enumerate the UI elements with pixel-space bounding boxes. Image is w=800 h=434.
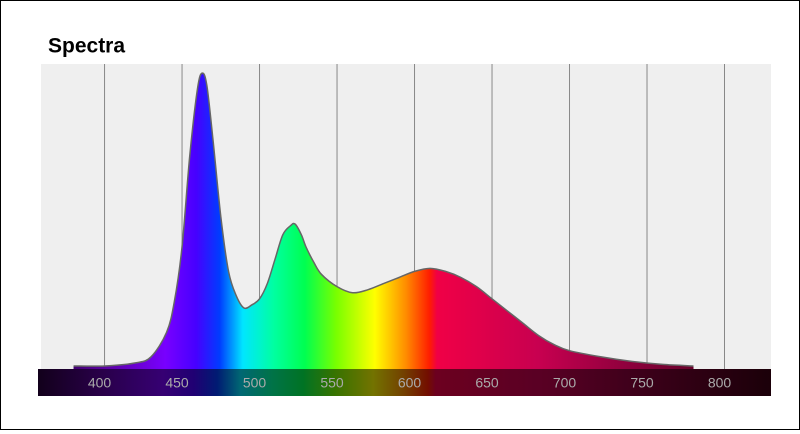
chart-title: Spectra xyxy=(48,35,125,58)
spectrum-line xyxy=(73,72,694,367)
x-axis-strip xyxy=(38,369,771,396)
x-tick-label: 700 xyxy=(553,375,577,391)
x-tick-label: 600 xyxy=(398,375,422,391)
x-tick-label: 400 xyxy=(88,375,112,391)
x-tick-label: 750 xyxy=(630,375,654,391)
x-tick-label: 800 xyxy=(708,375,732,391)
x-tick-label: 450 xyxy=(165,375,189,391)
x-tick-label: 500 xyxy=(243,375,267,391)
x-tick-label: 550 xyxy=(320,375,344,391)
x-tick-label: 650 xyxy=(475,375,499,391)
spectrum-area xyxy=(73,73,694,370)
